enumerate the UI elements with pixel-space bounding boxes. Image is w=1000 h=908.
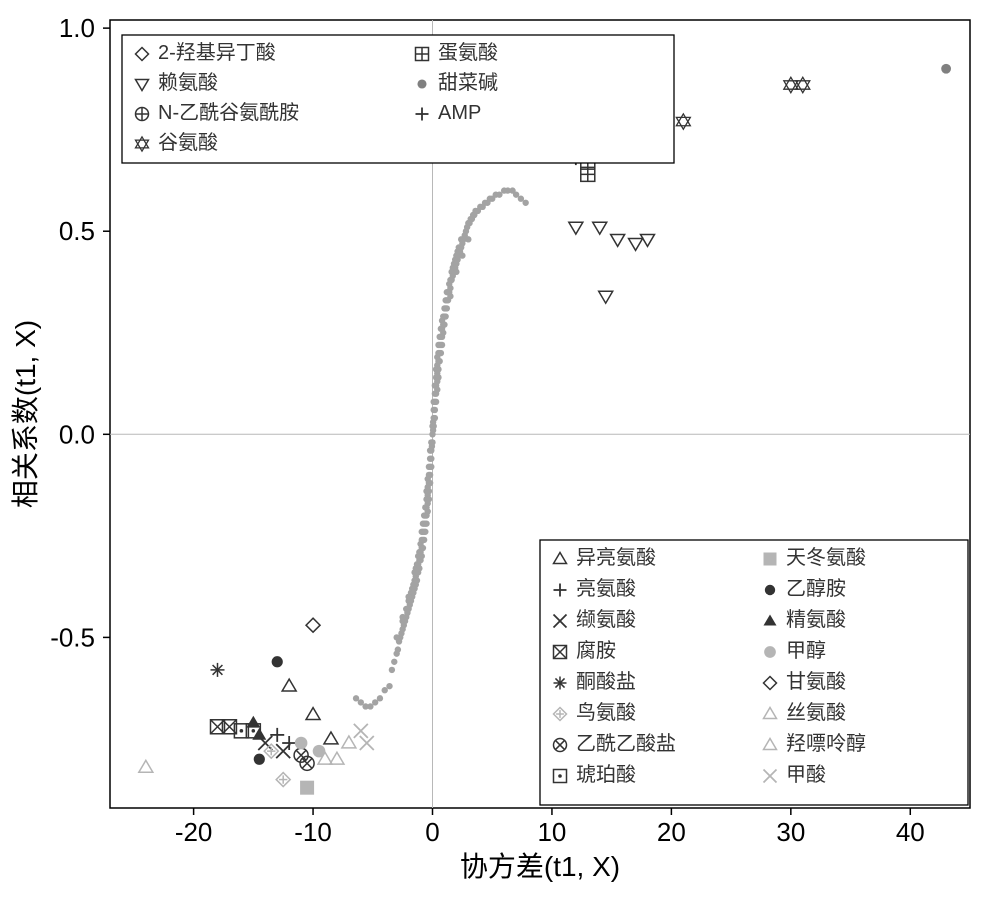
svg-text:0: 0 xyxy=(425,817,439,847)
svg-text:甲酸: 甲酸 xyxy=(786,763,826,786)
svg-text:1.0: 1.0 xyxy=(59,13,95,43)
svg-text:-10: -10 xyxy=(294,817,332,847)
svg-text:0.5: 0.5 xyxy=(59,216,95,246)
svg-text:相关系数(t1, X): 相关系数(t1, X) xyxy=(10,320,41,508)
svg-text:羟嘌呤醇: 羟嘌呤醇 xyxy=(786,732,866,755)
svg-text:天冬氨酸: 天冬氨酸 xyxy=(786,546,866,569)
svg-text:甜菜碱: 甜菜碱 xyxy=(438,71,498,94)
svg-text:腐胺: 腐胺 xyxy=(576,639,616,662)
svg-text:AMP: AMP xyxy=(438,102,481,124)
svg-text:酮酸盐: 酮酸盐 xyxy=(576,670,636,693)
svg-text:-0.5: -0.5 xyxy=(50,622,95,652)
scatter-chart: -20 -10 0 10 20 30 40 -0.5 0.0 0.5 1.0 协方差(t1, X) 相关… xyxy=(0,0,1000,908)
svg-text:亮氨酸: 亮氨酸 xyxy=(576,577,636,600)
svg-text:赖氨酸: 赖氨酸 xyxy=(158,71,218,94)
svg-text:精氨酸: 精氨酸 xyxy=(786,608,846,631)
svg-text:20: 20 xyxy=(657,817,686,847)
svg-text:40: 40 xyxy=(896,817,925,847)
svg-text:协方差(t1, X): 协方差(t1, X) xyxy=(460,851,620,882)
svg-text:30: 30 xyxy=(776,817,805,847)
svg-text:谷氨酸: 谷氨酸 xyxy=(158,131,218,154)
svg-text:丝氨酸: 丝氨酸 xyxy=(786,701,846,724)
svg-text:N-乙酰谷氨酰胺: N-乙酰谷氨酰胺 xyxy=(158,101,299,124)
svg-text:-20: -20 xyxy=(175,817,213,847)
svg-text:甘氨酸: 甘氨酸 xyxy=(786,670,846,693)
svg-text:甲醇: 甲醇 xyxy=(786,639,826,662)
svg-text:异亮氨酸: 异亮氨酸 xyxy=(576,546,656,569)
svg-text:鸟氨酸: 鸟氨酸 xyxy=(576,701,636,724)
svg-text:缬氨酸: 缬氨酸 xyxy=(576,608,636,631)
svg-text:0.0: 0.0 xyxy=(59,419,95,449)
svg-text:蛋氨酸: 蛋氨酸 xyxy=(438,41,498,64)
svg-text:琥珀酸: 琥珀酸 xyxy=(576,763,636,786)
svg-text:10: 10 xyxy=(537,817,566,847)
svg-text:乙醇胺: 乙醇胺 xyxy=(786,577,846,600)
svg-text:2-羟基异丁酸: 2-羟基异丁酸 xyxy=(158,41,276,64)
chart-svg: -20 -10 0 10 20 30 40 -0.5 0.0 0.5 1.0 协方差(t1, X) 相关… xyxy=(0,0,1000,908)
svg-text:乙酰乙酸盐: 乙酰乙酸盐 xyxy=(576,732,676,755)
